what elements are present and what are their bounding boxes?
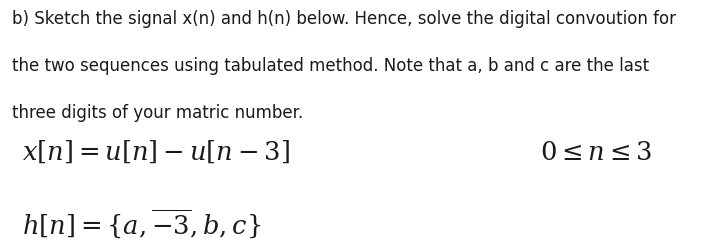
Text: $0 \leq n \leq 3$: $0 \leq n \leq 3$ bbox=[540, 140, 652, 165]
Text: three digits of your matric number.: three digits of your matric number. bbox=[12, 104, 303, 122]
Text: b) Sketch the signal x(n) and h(n) below. Hence, solve the digital convoution fo: b) Sketch the signal x(n) and h(n) below… bbox=[12, 10, 675, 28]
Text: $h[n] = \{a, \overline{-3}, b, c\}$: $h[n] = \{a, \overline{-3}, b, c\}$ bbox=[22, 207, 261, 240]
Text: the two sequences using tabulated method. Note that a, b and c are the last: the two sequences using tabulated method… bbox=[12, 57, 649, 75]
Text: $x[n] = u[n] - u[n-3]$: $x[n] = u[n] - u[n-3]$ bbox=[22, 139, 289, 166]
